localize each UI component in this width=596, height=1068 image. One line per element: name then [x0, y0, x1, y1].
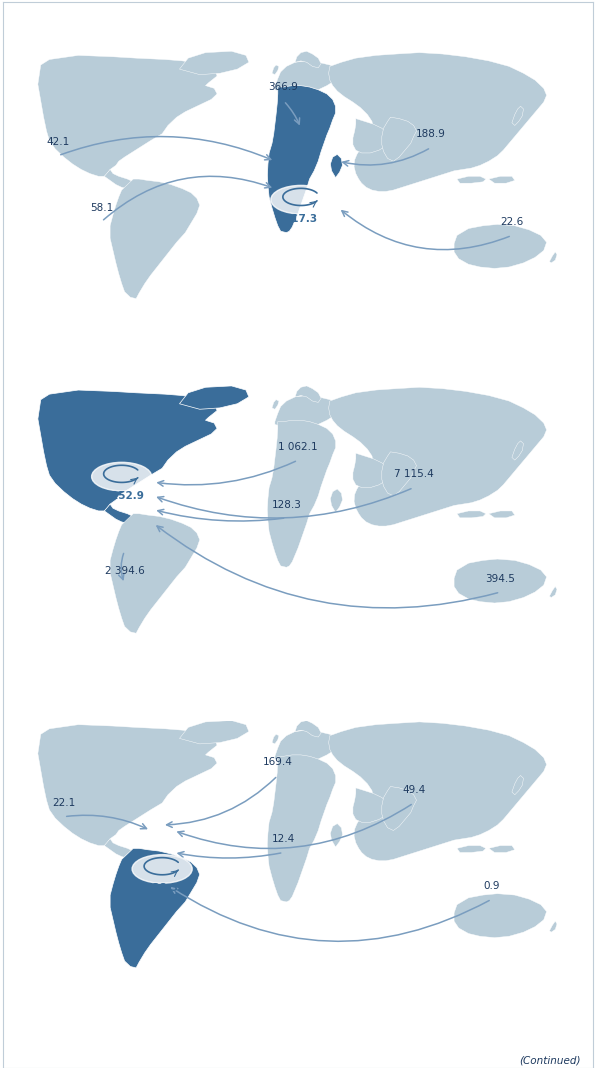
Text: 2 394.6: 2 394.6	[105, 566, 144, 576]
Text: 394.5: 394.5	[485, 574, 516, 584]
Polygon shape	[272, 399, 279, 409]
Polygon shape	[489, 176, 515, 184]
Polygon shape	[512, 106, 523, 125]
Text: 49.4: 49.4	[402, 785, 426, 795]
Polygon shape	[104, 170, 136, 189]
Text: 366.9: 366.9	[269, 82, 299, 93]
Polygon shape	[295, 721, 321, 737]
Polygon shape	[38, 725, 217, 846]
Polygon shape	[272, 65, 279, 75]
Text: 117.3: 117.3	[284, 214, 318, 224]
Polygon shape	[275, 61, 342, 94]
Text: 12.4: 12.4	[272, 834, 295, 844]
Polygon shape	[353, 788, 389, 822]
Polygon shape	[295, 51, 321, 67]
Polygon shape	[328, 52, 547, 191]
Polygon shape	[38, 56, 217, 176]
Polygon shape	[268, 421, 336, 567]
Polygon shape	[330, 823, 343, 847]
Text: 538.3: 538.3	[145, 883, 179, 893]
Polygon shape	[330, 155, 343, 177]
Polygon shape	[272, 735, 279, 744]
Text: 0.9: 0.9	[483, 881, 500, 891]
Polygon shape	[382, 452, 417, 496]
Polygon shape	[454, 894, 547, 938]
Polygon shape	[295, 386, 321, 403]
Polygon shape	[512, 775, 523, 795]
Text: (Continued): (Continued)	[520, 1056, 581, 1066]
Circle shape	[132, 854, 192, 883]
Text: South America: South America	[243, 698, 353, 711]
Polygon shape	[110, 848, 200, 968]
Text: 7 115.4: 7 115.4	[394, 469, 433, 480]
Text: North and Central America: North and Central America	[198, 363, 398, 376]
Polygon shape	[275, 395, 342, 428]
Polygon shape	[328, 388, 547, 527]
Polygon shape	[268, 755, 336, 902]
Polygon shape	[328, 722, 547, 861]
Polygon shape	[179, 721, 249, 744]
Text: 188.9: 188.9	[416, 129, 446, 139]
Text: 42.1: 42.1	[46, 138, 70, 147]
Polygon shape	[179, 51, 249, 75]
Polygon shape	[179, 386, 249, 409]
Text: 128.3: 128.3	[272, 500, 302, 509]
Text: 58.1: 58.1	[90, 203, 113, 214]
Polygon shape	[550, 922, 557, 932]
Polygon shape	[550, 252, 557, 263]
Polygon shape	[454, 559, 547, 603]
Polygon shape	[550, 586, 557, 597]
Polygon shape	[489, 511, 515, 518]
Polygon shape	[457, 176, 486, 184]
Text: 22.6: 22.6	[500, 217, 523, 227]
Text: Intraregional trade: Intraregional trade	[49, 1031, 155, 1040]
Polygon shape	[104, 504, 136, 523]
Polygon shape	[268, 85, 336, 233]
Polygon shape	[104, 838, 136, 858]
Polygon shape	[454, 224, 547, 268]
Polygon shape	[489, 846, 515, 852]
Polygon shape	[275, 731, 342, 764]
Text: 22.1: 22.1	[52, 799, 76, 808]
Circle shape	[92, 462, 152, 491]
Polygon shape	[110, 179, 200, 299]
Polygon shape	[457, 511, 486, 518]
Text: 169.4: 169.4	[263, 757, 293, 767]
Polygon shape	[382, 786, 417, 831]
Text: 4 252.9: 4 252.9	[100, 491, 144, 501]
Circle shape	[271, 186, 331, 214]
Polygon shape	[353, 453, 389, 488]
Polygon shape	[353, 119, 389, 153]
Polygon shape	[330, 489, 343, 513]
Polygon shape	[382, 117, 417, 161]
Text: 1 062.1: 1 062.1	[278, 442, 318, 452]
Polygon shape	[110, 514, 200, 633]
Polygon shape	[512, 441, 523, 460]
Text: Africa: Africa	[276, 29, 320, 42]
Polygon shape	[38, 390, 217, 511]
Polygon shape	[457, 846, 486, 852]
